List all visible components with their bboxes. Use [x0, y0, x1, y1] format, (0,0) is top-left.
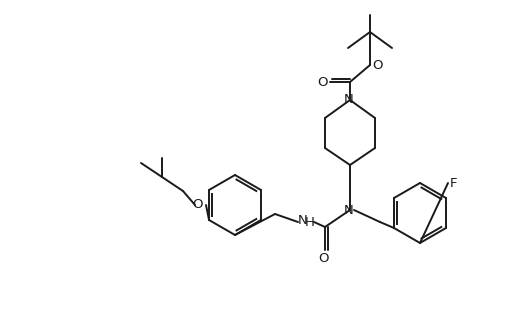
- Text: O: O: [319, 252, 329, 265]
- Text: O: O: [318, 75, 328, 89]
- Text: H: H: [305, 215, 315, 228]
- Text: F: F: [450, 177, 458, 190]
- Text: N: N: [344, 205, 354, 217]
- Text: N: N: [298, 213, 308, 226]
- Text: O: O: [193, 199, 203, 211]
- Text: O: O: [373, 58, 383, 71]
- Text: N: N: [344, 93, 354, 106]
